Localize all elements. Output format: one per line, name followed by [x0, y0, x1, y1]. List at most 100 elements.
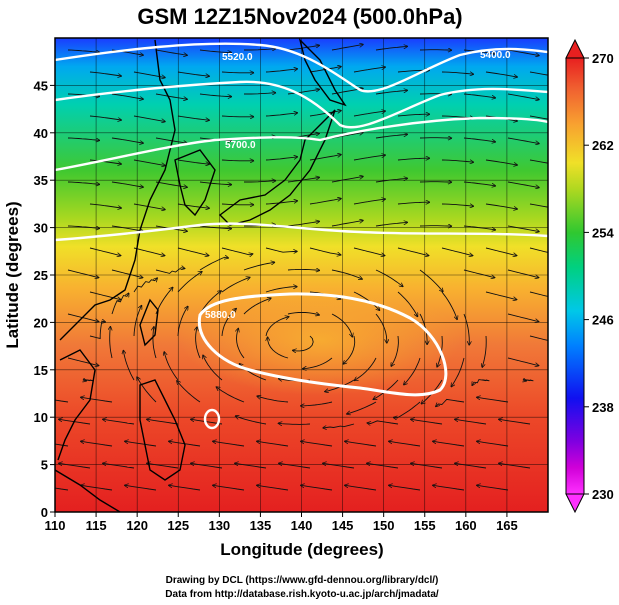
streamline	[455, 419, 487, 425]
streamline	[463, 181, 495, 186]
streamline	[221, 72, 254, 73]
streamline	[177, 381, 201, 403]
streamline	[303, 357, 333, 369]
streamline	[221, 116, 254, 117]
streamline	[243, 262, 275, 271]
streamline	[309, 247, 341, 255]
x-tick-label: 140	[291, 518, 313, 533]
y-tick-label: 45	[34, 78, 48, 93]
streamline	[455, 463, 487, 469]
streamline	[123, 351, 135, 381]
y-tick-label: 35	[34, 173, 48, 188]
streamline	[293, 335, 314, 351]
streamline	[485, 71, 517, 77]
streamline	[236, 416, 267, 425]
x-tick-label: 155	[414, 518, 436, 533]
streamline	[375, 222, 407, 227]
contour-label-5400: 5400.0	[480, 50, 511, 61]
streamline	[177, 247, 209, 256]
x-tick-label: 145	[332, 518, 354, 533]
streamline	[155, 93, 187, 99]
contour-5700	[55, 116, 548, 172]
streamline	[196, 327, 201, 359]
streamline	[257, 441, 289, 447]
y-axis-title: Latitude (degrees)	[3, 201, 22, 348]
streamline	[216, 387, 245, 403]
streamline	[397, 202, 429, 204]
x-tick-label: 160	[455, 518, 477, 533]
streamline	[243, 298, 271, 315]
subtropical-high-warm-area	[180, 285, 460, 395]
streamline	[529, 335, 548, 341]
x-tick-label: 125	[167, 518, 189, 533]
streamline	[67, 181, 99, 184]
streamline	[133, 203, 165, 210]
streamline	[389, 485, 421, 491]
credit-data: Data from http://database.rish.kyoto-u.a…	[165, 589, 439, 600]
streamline	[345, 441, 377, 447]
streamline	[221, 277, 250, 293]
credit-drawing: Drawing by DCL (https://www.gfd-dennou.o…	[166, 575, 439, 586]
streamline	[367, 463, 399, 469]
streamline	[89, 291, 121, 300]
streamline	[353, 67, 385, 73]
x-tick-label: 165	[496, 518, 518, 533]
streamline	[331, 269, 362, 279]
streamline	[177, 203, 209, 208]
streamline	[203, 355, 223, 381]
streamline	[301, 441, 333, 447]
streamline	[279, 463, 311, 469]
streamline	[441, 291, 457, 319]
streamline	[485, 247, 517, 256]
streamline	[89, 203, 121, 208]
streamline	[375, 46, 407, 51]
streamline	[89, 71, 121, 76]
y-axis: 0 5 10 15 20 25 30 35 40 45	[34, 78, 55, 520]
streamline	[477, 397, 509, 403]
streamline	[111, 225, 143, 231]
streamline	[103, 419, 135, 425]
streamline	[199, 93, 231, 97]
x-tick-label: 135	[250, 518, 272, 533]
colorbar-ticks: 270 262 254 246 238 230	[584, 51, 614, 502]
streamline	[391, 335, 399, 366]
streamline	[419, 226, 452, 227]
streamline	[529, 159, 548, 164]
streamline	[523, 380, 534, 381]
streamline	[81, 485, 113, 491]
streamline	[81, 397, 113, 403]
streamline	[55, 399, 69, 403]
streamline	[89, 321, 105, 340]
streamline	[367, 420, 399, 424]
streamline	[221, 204, 254, 205]
streamline	[221, 247, 253, 255]
streamline	[451, 357, 465, 387]
streamline	[67, 357, 99, 366]
x-tick-label: 115	[86, 518, 107, 533]
streamline	[433, 485, 465, 491]
streamline	[353, 247, 385, 256]
streamline	[331, 177, 363, 183]
streamline	[199, 49, 231, 53]
streamline	[397, 291, 418, 317]
colorbar: 270 262 254 246 238 230	[565, 38, 614, 514]
streamline	[507, 269, 539, 278]
streamline	[389, 441, 421, 447]
streamline	[83, 380, 94, 381]
contour-label-5700: 5700.0	[225, 140, 256, 151]
streamline	[89, 247, 121, 256]
streamline	[375, 134, 407, 139]
streamline	[529, 203, 548, 208]
streamline	[331, 221, 363, 227]
streamline	[265, 247, 297, 252]
streamline	[199, 225, 231, 229]
streamline	[177, 115, 209, 120]
streamline	[265, 69, 297, 73]
streamline	[177, 71, 209, 76]
y-tick-label: 10	[34, 410, 48, 425]
streamline	[265, 201, 297, 205]
streamline	[463, 93, 495, 98]
y-tick-label: 25	[34, 268, 48, 283]
streamline	[244, 181, 276, 182]
wind-streamlines	[55, 45, 548, 491]
